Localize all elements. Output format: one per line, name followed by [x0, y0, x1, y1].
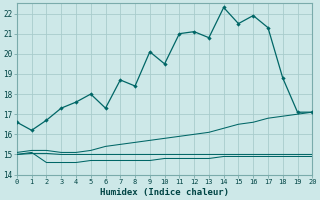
X-axis label: Humidex (Indice chaleur): Humidex (Indice chaleur) — [100, 188, 229, 197]
